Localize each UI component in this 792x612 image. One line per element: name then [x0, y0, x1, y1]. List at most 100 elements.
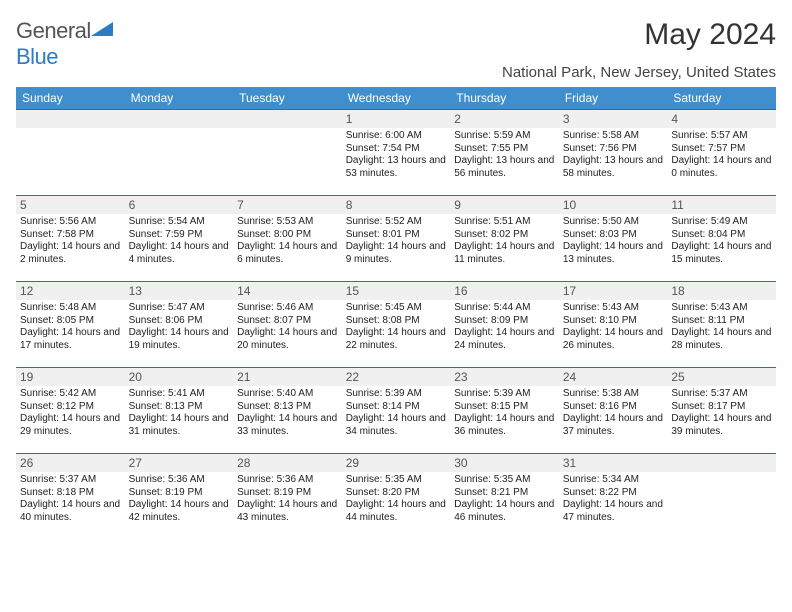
sunrise-text: Sunrise: 5:44 AM — [454, 302, 555, 315]
daylight-text: Daylight: 14 hours and 43 minutes. — [237, 499, 338, 524]
calendar-day-cell: 6Sunrise: 5:54 AMSunset: 7:59 PMDaylight… — [125, 196, 234, 282]
logo-text: GeneralBlue — [16, 18, 113, 70]
calendar-day-cell: 19Sunrise: 5:42 AMSunset: 8:12 PMDayligh… — [16, 368, 125, 454]
logo: GeneralBlue — [16, 18, 113, 70]
daylight-text: Daylight: 14 hours and 40 minutes. — [20, 499, 121, 524]
calendar-day-cell: 9Sunrise: 5:51 AMSunset: 8:02 PMDaylight… — [450, 196, 559, 282]
calendar-day-cell: 16Sunrise: 5:44 AMSunset: 8:09 PMDayligh… — [450, 282, 559, 368]
day-details: Sunrise: 5:56 AMSunset: 7:58 PMDaylight:… — [16, 214, 125, 268]
sunset-text: Sunset: 8:03 PM — [563, 229, 664, 242]
sunset-text: Sunset: 7:58 PM — [20, 229, 121, 242]
day-details: Sunrise: 5:45 AMSunset: 8:08 PMDaylight:… — [342, 300, 451, 354]
sunset-text: Sunset: 8:20 PM — [346, 487, 447, 500]
day-details: Sunrise: 5:39 AMSunset: 8:14 PMDaylight:… — [342, 386, 451, 440]
calendar-week-row: 12Sunrise: 5:48 AMSunset: 8:05 PMDayligh… — [16, 282, 776, 368]
sunrise-text: Sunrise: 5:39 AM — [454, 388, 555, 401]
sunrise-text: Sunrise: 5:41 AM — [129, 388, 230, 401]
daylight-text: Daylight: 14 hours and 26 minutes. — [563, 327, 664, 352]
calendar-day-cell: 21Sunrise: 5:40 AMSunset: 8:13 PMDayligh… — [233, 368, 342, 454]
sunrise-text: Sunrise: 5:43 AM — [563, 302, 664, 315]
sunrise-text: Sunrise: 5:38 AM — [563, 388, 664, 401]
day-details: Sunrise: 5:41 AMSunset: 8:13 PMDaylight:… — [125, 386, 234, 440]
day-details: Sunrise: 5:58 AMSunset: 7:56 PMDaylight:… — [559, 128, 668, 182]
day-number: 31 — [559, 454, 668, 472]
sunrise-text: Sunrise: 5:40 AM — [237, 388, 338, 401]
calendar-day-cell — [125, 110, 234, 196]
day-details: Sunrise: 5:47 AMSunset: 8:06 PMDaylight:… — [125, 300, 234, 354]
daylight-text: Daylight: 14 hours and 36 minutes. — [454, 413, 555, 438]
calendar-day-cell: 14Sunrise: 5:46 AMSunset: 8:07 PMDayligh… — [233, 282, 342, 368]
day-details: Sunrise: 5:54 AMSunset: 7:59 PMDaylight:… — [125, 214, 234, 268]
day-details: Sunrise: 5:36 AMSunset: 8:19 PMDaylight:… — [125, 472, 234, 526]
sunrise-text: Sunrise: 5:43 AM — [671, 302, 772, 315]
day-number: 30 — [450, 454, 559, 472]
sunrise-text: Sunrise: 5:58 AM — [563, 130, 664, 143]
daylight-text: Daylight: 14 hours and 9 minutes. — [346, 241, 447, 266]
daylight-text: Daylight: 14 hours and 39 minutes. — [671, 413, 772, 438]
day-details: Sunrise: 5:59 AMSunset: 7:55 PMDaylight:… — [450, 128, 559, 182]
daylight-text: Daylight: 13 hours and 58 minutes. — [563, 155, 664, 180]
day-details: Sunrise: 5:57 AMSunset: 7:57 PMDaylight:… — [667, 128, 776, 182]
sunset-text: Sunset: 8:05 PM — [20, 315, 121, 328]
daylight-text: Daylight: 14 hours and 28 minutes. — [671, 327, 772, 352]
daylight-text: Daylight: 14 hours and 20 minutes. — [237, 327, 338, 352]
sunset-text: Sunset: 8:10 PM — [563, 315, 664, 328]
calendar-day-cell: 27Sunrise: 5:36 AMSunset: 8:19 PMDayligh… — [125, 454, 234, 540]
calendar-table: SundayMondayTuesdayWednesdayThursdayFrid… — [16, 87, 776, 540]
sunset-text: Sunset: 8:12 PM — [20, 401, 121, 414]
calendar-week-row: 5Sunrise: 5:56 AMSunset: 7:58 PMDaylight… — [16, 196, 776, 282]
daylight-text: Daylight: 14 hours and 22 minutes. — [346, 327, 447, 352]
day-number: 7 — [233, 196, 342, 214]
sunrise-text: Sunrise: 5:37 AM — [671, 388, 772, 401]
sunrise-text: Sunrise: 5:35 AM — [346, 474, 447, 487]
day-number: 26 — [16, 454, 125, 472]
sunset-text: Sunset: 7:56 PM — [563, 143, 664, 156]
calendar-day-cell: 8Sunrise: 5:52 AMSunset: 8:01 PMDaylight… — [342, 196, 451, 282]
day-details: Sunrise: 5:44 AMSunset: 8:09 PMDaylight:… — [450, 300, 559, 354]
sunrise-text: Sunrise: 5:56 AM — [20, 216, 121, 229]
day-number: 14 — [233, 282, 342, 300]
calendar-day-cell: 10Sunrise: 5:50 AMSunset: 8:03 PMDayligh… — [559, 196, 668, 282]
day-number: 15 — [342, 282, 451, 300]
sunrise-text: Sunrise: 5:47 AM — [129, 302, 230, 315]
calendar-day-cell: 29Sunrise: 5:35 AMSunset: 8:20 PMDayligh… — [342, 454, 451, 540]
daylight-text: Daylight: 14 hours and 0 minutes. — [671, 155, 772, 180]
daylight-text: Daylight: 14 hours and 13 minutes. — [563, 241, 664, 266]
sunrise-text: Sunrise: 5:45 AM — [346, 302, 447, 315]
calendar-day-cell: 23Sunrise: 5:39 AMSunset: 8:15 PMDayligh… — [450, 368, 559, 454]
sunset-text: Sunset: 8:18 PM — [20, 487, 121, 500]
weekday-header: Sunday — [16, 87, 125, 110]
calendar-day-cell — [233, 110, 342, 196]
day-number: 16 — [450, 282, 559, 300]
daylight-text: Daylight: 14 hours and 24 minutes. — [454, 327, 555, 352]
sunrise-text: Sunrise: 5:39 AM — [346, 388, 447, 401]
day-details: Sunrise: 5:43 AMSunset: 8:10 PMDaylight:… — [559, 300, 668, 354]
calendar-day-cell: 13Sunrise: 5:47 AMSunset: 8:06 PMDayligh… — [125, 282, 234, 368]
day-number: 5 — [16, 196, 125, 214]
weekday-header: Tuesday — [233, 87, 342, 110]
sunrise-text: Sunrise: 5:53 AM — [237, 216, 338, 229]
sunset-text: Sunset: 7:57 PM — [671, 143, 772, 156]
day-number: 1 — [342, 110, 451, 128]
calendar-day-cell: 24Sunrise: 5:38 AMSunset: 8:16 PMDayligh… — [559, 368, 668, 454]
sunset-text: Sunset: 8:01 PM — [346, 229, 447, 242]
sunset-text: Sunset: 8:08 PM — [346, 315, 447, 328]
logo-word-2: Blue — [16, 44, 58, 69]
day-details: Sunrise: 5:38 AMSunset: 8:16 PMDaylight:… — [559, 386, 668, 440]
day-details: Sunrise: 5:40 AMSunset: 8:13 PMDaylight:… — [233, 386, 342, 440]
day-details: Sunrise: 5:43 AMSunset: 8:11 PMDaylight:… — [667, 300, 776, 354]
sunrise-text: Sunrise: 5:49 AM — [671, 216, 772, 229]
day-details: Sunrise: 5:51 AMSunset: 8:02 PMDaylight:… — [450, 214, 559, 268]
daylight-text: Daylight: 14 hours and 15 minutes. — [671, 241, 772, 266]
day-number: 21 — [233, 368, 342, 386]
daylight-text: Daylight: 13 hours and 53 minutes. — [346, 155, 447, 180]
day-number: 11 — [667, 196, 776, 214]
daylight-text: Daylight: 14 hours and 46 minutes. — [454, 499, 555, 524]
day-details: Sunrise: 5:46 AMSunset: 8:07 PMDaylight:… — [233, 300, 342, 354]
daylight-text: Daylight: 14 hours and 31 minutes. — [129, 413, 230, 438]
day-details: Sunrise: 5:36 AMSunset: 8:19 PMDaylight:… — [233, 472, 342, 526]
day-number: 23 — [450, 368, 559, 386]
calendar-body: 1Sunrise: 6:00 AMSunset: 7:54 PMDaylight… — [16, 110, 776, 540]
sunrise-text: Sunrise: 5:59 AM — [454, 130, 555, 143]
daylight-text: Daylight: 14 hours and 34 minutes. — [346, 413, 447, 438]
